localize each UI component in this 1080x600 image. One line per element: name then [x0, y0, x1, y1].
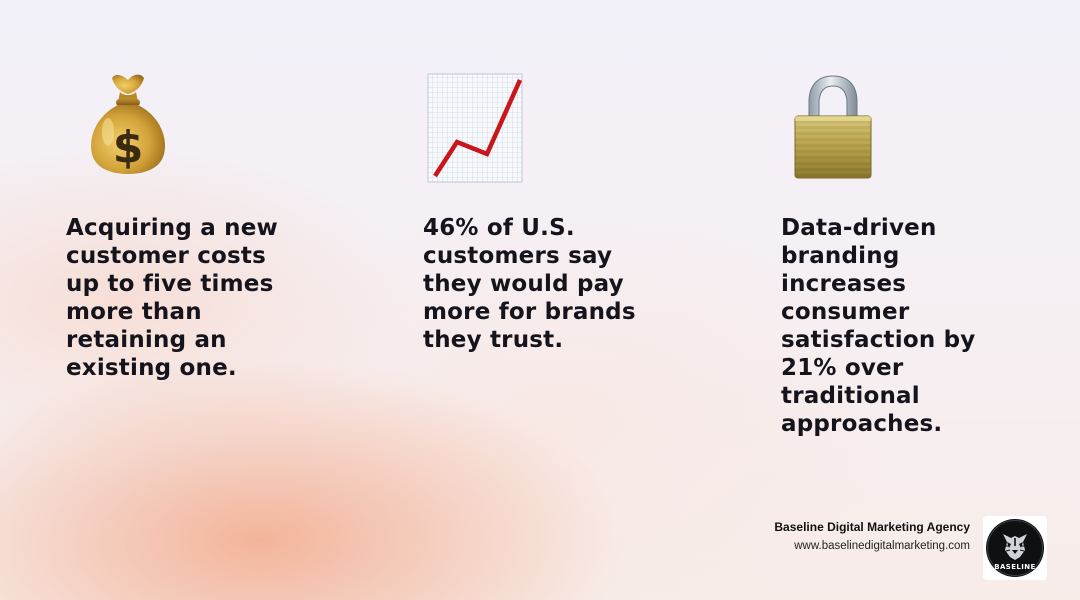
agency-website-link[interactable]: www.baselinedigitalmarketing.com [794, 540, 970, 552]
tiger-logo-icon: BASELINE [986, 519, 1044, 577]
padlock-icon [791, 72, 875, 184]
agency-footer: Baseline Digital Marketing Agency www.ba… [760, 520, 970, 552]
stat-text: Acquiring a new customer costs up to fiv… [66, 215, 278, 381]
svg-text:$: $ [113, 122, 144, 173]
agency-logo[interactable]: BASELINE [983, 516, 1047, 580]
logo-text: BASELINE [994, 563, 1035, 571]
chart-increasing-icon [427, 72, 523, 188]
stat-text: Data-driven branding increases consumer … [781, 215, 976, 437]
agency-name: Baseline Digital Marketing Agency [774, 520, 970, 534]
stat-text: 46% of U.S. customers say they would pay… [423, 215, 636, 353]
money-bag-icon: $ [86, 72, 170, 180]
